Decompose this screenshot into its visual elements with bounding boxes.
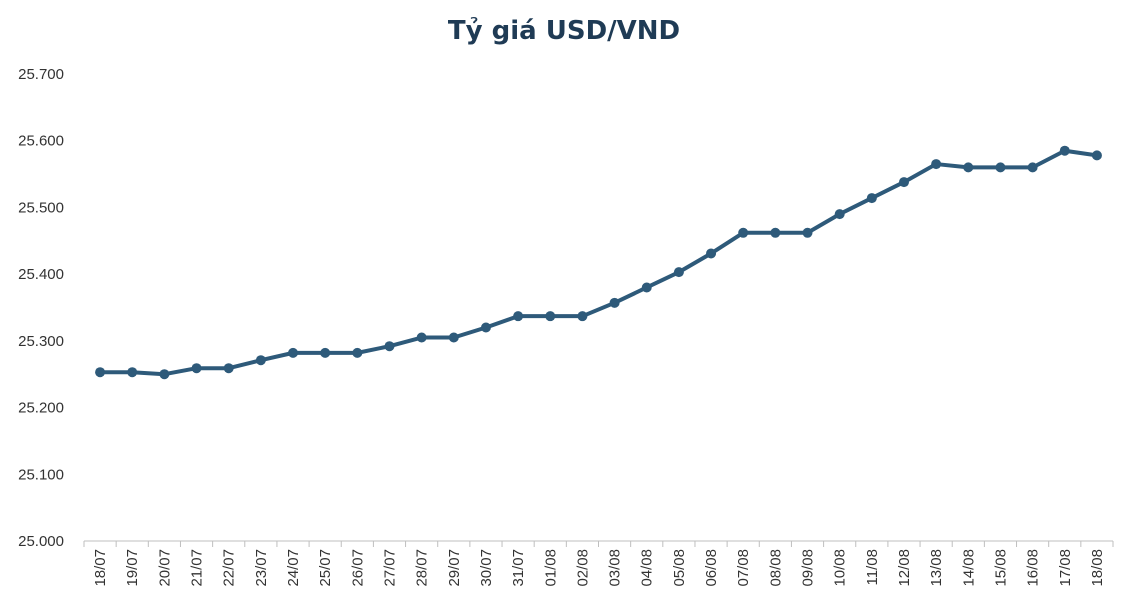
- chart-title: Tỷ giá USD/VND: [447, 16, 681, 46]
- y-tick-label: 25.500: [18, 199, 64, 216]
- x-tick-label: 07/08: [735, 549, 752, 587]
- x-tick-label: 22/07: [221, 549, 238, 587]
- x-tick-label: 03/08: [607, 549, 624, 587]
- data-point: [706, 248, 717, 259]
- x-tick-label: 19/07: [124, 549, 141, 587]
- data-point: [995, 162, 1006, 173]
- x-axis: 18/07 19/07 20/07 21/07 22/07 23/07 24/07 25/07…: [83, 540, 1114, 587]
- data-point: [673, 267, 684, 278]
- data-point: [609, 297, 620, 308]
- data-point: [127, 367, 138, 378]
- x-tick-label: 21/07: [189, 549, 206, 587]
- x-tick-label: 24/07: [285, 549, 302, 587]
- y-tick-label: 25.300: [18, 333, 64, 350]
- x-tick-label: 13/08: [928, 549, 945, 587]
- x-tick-label: 06/08: [703, 549, 720, 587]
- x-tick-label: 23/07: [253, 549, 270, 587]
- data-point: [963, 162, 974, 173]
- data-point: [352, 347, 363, 358]
- x-tick-label: 26/07: [349, 549, 366, 587]
- data-point: [448, 332, 459, 343]
- data-point: [770, 227, 781, 238]
- x-tick-label: 01/08: [542, 549, 559, 587]
- x-tick-label: 16/08: [1025, 549, 1042, 587]
- x-tick-label: 09/08: [800, 549, 817, 587]
- data-point: [159, 369, 170, 380]
- data-point: [384, 341, 395, 352]
- x-tick-label: 18/07: [92, 549, 109, 587]
- data-point: [1027, 162, 1038, 173]
- data-point: [545, 311, 556, 322]
- x-tick-label: 31/07: [510, 549, 527, 587]
- y-tick-label: 25.400: [18, 266, 64, 283]
- x-tick-label: 10/08: [832, 549, 849, 587]
- x-tick-label: 15/08: [992, 549, 1009, 587]
- y-tick-label: 25.600: [18, 133, 64, 150]
- x-tick-label: 17/08: [1057, 549, 1074, 587]
- x-tick-label: 05/08: [671, 549, 688, 587]
- data-point: [834, 209, 845, 220]
- data-point: [1091, 150, 1102, 161]
- data-point: [641, 282, 652, 293]
- data-point: [95, 367, 106, 378]
- data-point: [738, 227, 749, 238]
- data-point: [577, 311, 588, 322]
- data-point: [320, 347, 331, 358]
- data-point: [802, 227, 813, 238]
- y-tick-label: 25.700: [18, 66, 64, 83]
- x-tick-label: 30/07: [478, 549, 495, 587]
- data-point: [866, 193, 877, 204]
- data-point: [288, 347, 299, 358]
- data-point: [255, 355, 266, 366]
- x-tick-label: 18/08: [1089, 549, 1106, 587]
- y-tick-label: 25.100: [18, 466, 64, 483]
- x-tick-label: 27/07: [381, 549, 398, 587]
- x-tick-label: 08/08: [767, 549, 784, 587]
- data-point: [416, 332, 427, 343]
- data-point: [480, 322, 491, 333]
- data-point: [898, 177, 909, 188]
- x-tick-label: 25/07: [317, 549, 334, 587]
- x-tick-label: 14/08: [960, 549, 977, 587]
- data-point: [1059, 145, 1070, 156]
- series-line: [98, 148, 1099, 377]
- x-tick-label: 04/08: [639, 549, 656, 587]
- y-axis-labels: 25.000 25.100 25.200 25.300 25.400 25.500 25.6…: [18, 66, 64, 550]
- x-tick-label: 20/07: [156, 549, 173, 587]
- data-point: [513, 311, 524, 322]
- y-tick-label: 25.000: [18, 533, 64, 550]
- x-tick-label: 02/08: [574, 549, 591, 587]
- x-tick-label: 12/08: [896, 549, 913, 587]
- data-point: [931, 159, 942, 170]
- x-tick-label: 11/08: [864, 549, 881, 585]
- x-tick-label: 29/07: [446, 549, 463, 587]
- x-tick-label: 28/07: [414, 549, 431, 587]
- y-tick-label: 25.200: [18, 400, 64, 417]
- series-line-group: [95, 145, 1102, 380]
- data-point: [223, 363, 234, 374]
- data-point: [191, 363, 202, 374]
